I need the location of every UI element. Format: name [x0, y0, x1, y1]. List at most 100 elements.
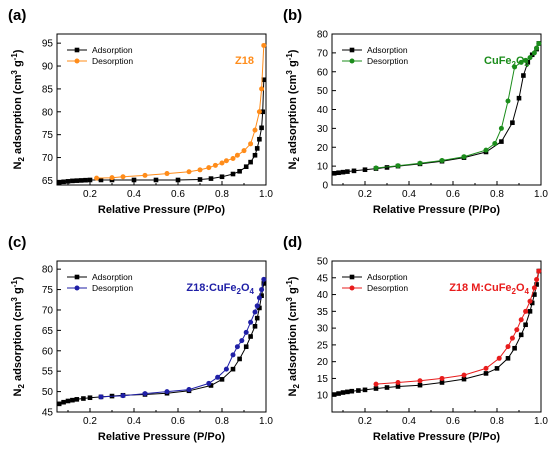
desorption-line — [100, 279, 265, 398]
desorption-point — [239, 338, 245, 344]
legend-adsorption-label: Adsorption — [367, 272, 408, 282]
adsorption-point — [483, 371, 489, 376]
adsorption-point — [259, 125, 264, 131]
adsorption-point — [373, 386, 379, 391]
sample-label-part: 4 — [525, 60, 530, 69]
legend-adsorption-marker — [349, 274, 355, 280]
y-axis-title: N2 adsorption (cm3 g-1) — [285, 49, 301, 169]
adsorption-point — [331, 392, 337, 397]
adsorption-point — [208, 383, 214, 388]
panel-c: (c) 0.2 0.4 0.6 0.8 1.0 45 50 55 60 65 70 75 80 Relati… — [0, 227, 275, 454]
plot-frame — [56, 260, 267, 413]
x-tick-label: 1.0 — [534, 189, 548, 200]
y-axis-title-part: 2 — [17, 384, 26, 389]
y-axis-title-part: ) — [12, 276, 24, 280]
desorption-point — [417, 160, 423, 166]
adsorption-point — [131, 177, 137, 183]
desorption-point — [534, 45, 540, 51]
y-axis-title-part: 2 — [17, 157, 26, 162]
y-tick-label: 30 — [317, 324, 329, 335]
y-tick-label: 80 — [42, 107, 54, 118]
adsorption-point — [74, 178, 80, 183]
legend-adsorption-marker — [74, 47, 80, 53]
sample-label: CuFe2O4 — [484, 55, 530, 69]
desorption-point — [234, 152, 240, 158]
y-tick-label: 10 — [317, 391, 329, 402]
desorption-point — [142, 391, 148, 397]
desorption-point — [531, 50, 537, 56]
y-tick-label: 75 — [42, 285, 54, 296]
y-tick-label: 45 — [42, 408, 54, 419]
y-axis-title-part: ) — [12, 49, 24, 53]
desorption-point — [531, 285, 537, 291]
panel-d: (d) 0.2 0.4 0.6 0.8 1.0 10 15 20 25 30 35 40 45 50 Rela… — [275, 227, 550, 454]
x-tick-label: 1.0 — [259, 416, 273, 427]
legend-desorption-marker — [74, 58, 80, 64]
adsorption-point — [494, 366, 500, 371]
y-axis-title-part: g — [12, 60, 24, 70]
desorption-line — [375, 43, 540, 169]
sample-label-part: O — [516, 55, 525, 67]
desorption-point — [518, 59, 524, 65]
x-tick-label: 1.0 — [534, 416, 548, 427]
y-tick-label: 80 — [317, 30, 329, 41]
y-axis-title-part: N — [12, 161, 24, 169]
desorption-point — [164, 389, 170, 395]
desorption-point — [94, 175, 100, 181]
panel-label: (c) — [8, 234, 26, 251]
x-tick-label: 0.8 — [215, 189, 229, 200]
y-axis-title: N2 adsorption (cm3 g-1) — [285, 276, 301, 396]
y-tick-label: 40 — [317, 290, 329, 301]
desorption-point — [120, 174, 126, 180]
desorption-point — [496, 355, 502, 361]
x-tick-label: 0.6 — [171, 189, 185, 200]
x-axis-title: Relative Pressure (P/Po) — [373, 204, 501, 216]
adsorption-point — [505, 356, 511, 361]
adsorption-point — [261, 77, 267, 83]
y-axis-title: N2 adsorption (cm3 g-1) — [10, 49, 26, 169]
y-axis-title-part: 2 — [292, 384, 301, 389]
adsorption-point — [243, 164, 249, 169]
y-tick-label: 20 — [317, 143, 329, 154]
sample-label-part: 2 — [512, 60, 517, 69]
x-tick-label: 0.6 — [446, 416, 460, 427]
desorption-point — [259, 86, 265, 92]
desorption-point — [212, 162, 218, 168]
adsorption-line — [59, 283, 265, 405]
y-tick-label: 90 — [42, 62, 54, 73]
adsorption-point — [534, 282, 539, 287]
adsorption-point — [417, 382, 423, 388]
adsorption-point — [175, 177, 181, 183]
adsorption-point — [208, 176, 214, 181]
legend-adsorption-label: Adsorption — [367, 45, 408, 55]
desorption-point — [234, 344, 240, 350]
sample-label-part: O — [241, 282, 250, 294]
series-adsorption — [56, 77, 267, 185]
series-adsorption — [56, 281, 267, 407]
desorption-point — [254, 303, 260, 309]
x-tick-label: 0.8 — [490, 416, 504, 427]
adsorption-point — [98, 177, 104, 183]
adsorption-point — [70, 178, 75, 184]
isotherm-chart-d: (d) 0.2 0.4 0.6 0.8 1.0 10 15 20 25 30 35 40 45 50 Rela… — [283, 234, 548, 443]
adsorption-point — [362, 387, 368, 393]
desorption-point — [514, 327, 520, 333]
y-axis-title-part: 3 — [285, 297, 294, 302]
panel-label: (b) — [283, 7, 302, 24]
adsorption-point — [261, 281, 267, 286]
x-tick-label: 0.4 — [402, 416, 416, 427]
adsorption-point — [260, 109, 265, 115]
y-axis-title-part: -1 — [10, 53, 19, 61]
sample-label-part: O — [516, 282, 525, 294]
desorption-point — [536, 40, 542, 46]
desorption-point — [492, 140, 498, 146]
isotherm-chart-b: (b) 0.2 0.4 0.6 0.8 1.0 0 10 20 30 40 50 60 70 80 Relat… — [283, 7, 548, 216]
desorption-point — [417, 378, 423, 384]
adsorption-point — [254, 315, 260, 321]
desorption-point — [395, 379, 401, 385]
panel-label: (a) — [8, 7, 26, 24]
desorption-point — [498, 125, 504, 131]
x-tick-label: 0.4 — [402, 189, 416, 200]
